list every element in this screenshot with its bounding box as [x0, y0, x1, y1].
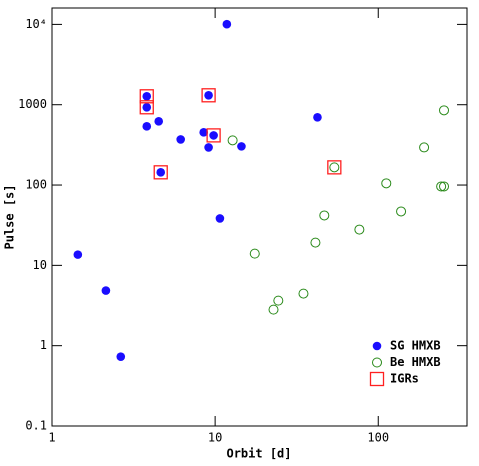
legend-label: IGRs: [390, 372, 419, 386]
point: [381, 178, 392, 189]
point: [142, 122, 152, 131]
point: [101, 286, 111, 295]
y-tick-label: 100: [25, 178, 47, 192]
x-axis-label: Orbit [d]: [226, 447, 291, 461]
point: [204, 90, 213, 100]
point: [204, 143, 213, 152]
point: [176, 135, 185, 144]
point: [396, 206, 407, 217]
point: [439, 181, 450, 192]
x-tick-label: 1: [48, 431, 55, 445]
point: [268, 304, 279, 315]
point: [153, 165, 168, 180]
y-tick-label: 1000: [18, 97, 47, 111]
point: [73, 250, 83, 259]
point: [249, 248, 260, 259]
legend-marker: [369, 371, 385, 387]
y-axis-label: Pulse [s]: [3, 184, 17, 249]
point: [439, 105, 450, 116]
point: [142, 102, 152, 112]
point: [310, 237, 321, 248]
point: [154, 117, 164, 126]
point: [139, 100, 154, 115]
point: [319, 210, 330, 221]
point: [206, 128, 221, 143]
plot-frame: [51, 7, 468, 427]
point: [156, 168, 166, 177]
point: [298, 288, 309, 299]
point: [327, 160, 342, 175]
y-tick-label: 0.1: [25, 419, 47, 433]
legend-label: SG HMXB: [390, 339, 441, 353]
point: [209, 131, 218, 140]
y-tick-label: 10⁴: [25, 17, 47, 31]
x-tick-label: 100: [367, 431, 389, 445]
y-tick-label: 10: [33, 258, 47, 272]
point: [354, 224, 365, 235]
legend-label: Be HMXB: [390, 355, 441, 369]
point: [201, 88, 216, 103]
point: [142, 91, 152, 101]
point: [436, 181, 447, 192]
x-tick-label: 10: [208, 431, 222, 445]
point: [273, 295, 284, 306]
point: [313, 113, 322, 122]
point: [215, 214, 225, 223]
point: [329, 162, 340, 173]
legend-marker: [372, 357, 382, 368]
point: [237, 142, 246, 151]
point: [419, 142, 430, 153]
y-tick-label: 1: [40, 338, 47, 352]
point: [222, 19, 232, 29]
legend-marker: [372, 341, 382, 351]
point: [199, 128, 208, 137]
point: [227, 135, 238, 146]
point: [116, 352, 126, 361]
point: [139, 89, 154, 104]
